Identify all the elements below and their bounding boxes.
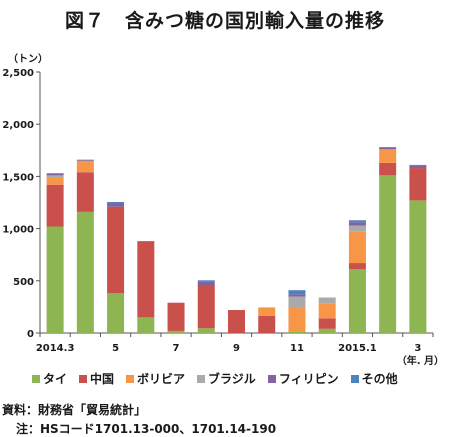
bar-segment-タイ [76,211,94,333]
bar-segment-その他 [288,290,306,295]
legend-swatch [79,374,88,383]
x-tick-label: 5 [112,343,119,354]
bar-segment-中国 [348,263,366,270]
bar-segment-その他 [197,280,215,282]
bar-segment-ボリビア [76,160,94,173]
bar-segment-その他 [107,201,125,204]
y-tick-label: 2,500 [2,68,34,79]
y-tick-label: 0 [27,329,34,340]
bar-segment-フィリピン [409,165,427,169]
x-tick-label: 11 [290,343,304,354]
bar-segment-その他 [348,220,366,223]
bar-segment-ブラジル [288,296,306,308]
legend-item: ボリビア [126,370,185,387]
bar-segment-ボリビア [46,177,64,185]
chart-title: 図７ 含みつ糖の国別輸入量の推移 [64,10,385,32]
legend-item: ブラジル [197,370,256,387]
bar-segment-ボリビア [258,307,276,316]
legend-swatch [126,374,135,383]
bar-segment-ブラジル [318,297,336,304]
bar-segment-フィリピン [76,159,94,161]
x-tick-label: 7 [173,343,180,354]
legend-item: タイ [32,370,67,387]
bar-segment-フィリピン [348,222,366,226]
bar-segment-フィリピン [197,281,215,286]
legend-label: ブラジル [208,372,256,386]
bar-segment-中国 [409,168,427,201]
legend-item: その他 [350,370,398,387]
bar-segment-タイ [46,226,64,333]
legend-item: フィリピン [267,370,339,387]
x-tick-label: 2015.1 [338,343,377,354]
legend-swatch [350,374,359,383]
y-tick-label: 500 [13,277,34,288]
bar-segment-フィリピン [107,203,125,207]
bar-segment-フィリピン [46,173,64,176]
x-unit-label: （年. 月） [397,354,444,367]
legend-swatch [32,374,40,383]
bar-segment-中国 [197,285,215,329]
bar-segment-中国 [76,172,94,212]
bar-segment-中国 [137,241,155,318]
legend-swatch [197,374,206,383]
bar-segment-タイ [318,328,336,333]
legend-label: フィリピン [278,372,339,386]
bar-segment-中国 [107,206,125,294]
bar-segment-中国 [46,184,64,227]
bar-segment-フィリピン [379,147,397,150]
x-tick-label: 9 [233,343,240,354]
y-tick-label: 2,000 [2,120,34,131]
bar-segment-中国 [228,310,245,333]
legend-label: タイ [43,372,68,386]
bar-segment-タイ [197,328,215,333]
y-tick-label: 1,500 [2,172,34,183]
bar-segment-ブラジル [348,225,366,232]
bar-segment-タイ [167,330,185,333]
bar-segment-中国 [379,162,397,176]
legend-label: ボリビア [137,372,186,386]
source-note: 資料：財務省「貿易統計」 [2,403,147,417]
bar-segment-中国 [167,302,185,331]
legend-label: 中国 [90,372,115,386]
bar-segment-ボリビア [379,149,397,163]
bar-segment-その他 [409,164,427,166]
bar-segment-ブラジル [46,175,64,178]
bar-segment-ボリビア [318,303,336,319]
bar-segment-ボリビア [348,231,366,264]
bar-segment-タイ [348,269,366,333]
x-tick-label: 2014.3 [36,343,75,354]
bar-segment-フィリピン [288,294,306,297]
bar-segment-中国 [318,318,336,329]
y-tick-label: 1,000 [2,225,34,236]
bar-segment-タイ [409,200,427,333]
legend-label: その他 [361,372,398,386]
bar-segment-中国 [258,315,276,333]
hs-code-note: 注：HSコード1701.13-000、1701.14-190 [16,422,277,436]
bar-segment-タイ [288,331,306,333]
bar-segment-タイ [379,175,397,333]
y-unit-label: （トン） [8,52,48,65]
legend-item: 中国 [79,370,114,387]
bar-segment-ボリビア [288,307,306,332]
bar-segment-タイ [107,293,125,333]
chart-legend: タイ 中国 ボリビア ブラジル フィリピン その他 [32,370,442,387]
x-tick-label: 3 [414,343,421,354]
legend-swatch [267,374,276,383]
bar-segment-タイ [137,317,155,333]
